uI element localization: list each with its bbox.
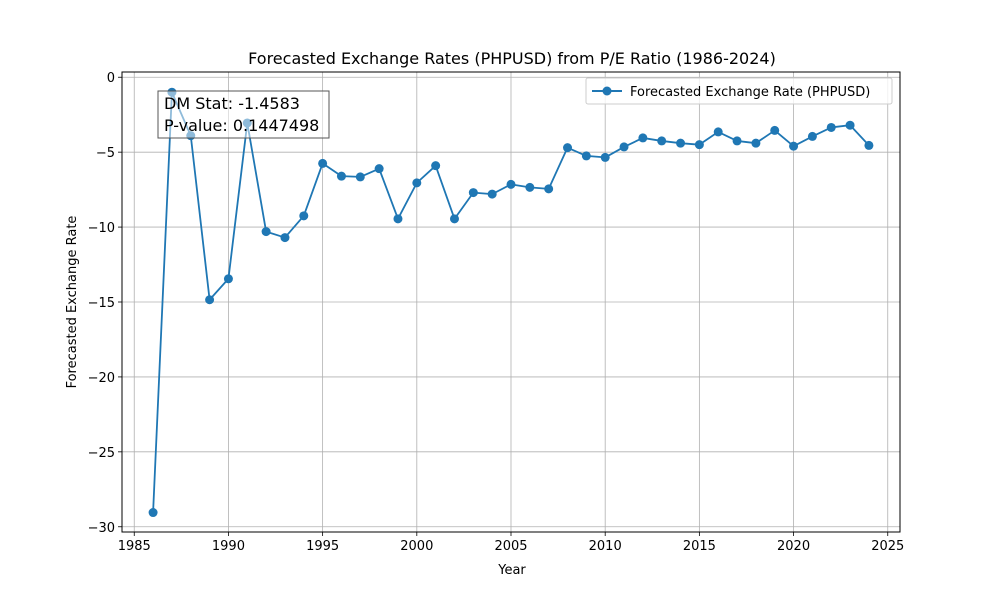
data-point: [751, 138, 761, 148]
x-tick-label: 2010: [589, 539, 622, 554]
data-point: [468, 188, 478, 198]
data-point: [770, 125, 780, 135]
data-point: [826, 122, 836, 132]
y-tick-label: −25: [88, 446, 115, 461]
x-tick-label: 1995: [306, 539, 339, 554]
y-tick-label: −30: [88, 521, 115, 536]
data-point: [374, 164, 384, 174]
data-point: [318, 158, 328, 168]
stats-p-value: P-value: 0.1447498: [164, 116, 319, 135]
x-tick-label: 1985: [118, 539, 151, 554]
data-point: [280, 233, 290, 243]
legend-box: [585, 77, 893, 105]
y-tick-label: 0: [107, 71, 115, 86]
x-tick-label: 1990: [212, 539, 245, 554]
y-tick-label: −15: [88, 296, 115, 311]
data-point: [864, 140, 874, 150]
x-axis-label: Year: [497, 563, 526, 578]
data-point: [431, 161, 441, 171]
data-point: [261, 227, 271, 237]
data-point: [355, 172, 365, 182]
data-point: [563, 143, 573, 153]
x-tick-label: 2000: [400, 539, 433, 554]
x-tick-label: 2005: [494, 539, 527, 554]
data-point: [223, 274, 233, 284]
data-point: [393, 214, 403, 224]
data-point: [299, 211, 309, 221]
stats-annotation-box: [157, 90, 330, 139]
data-point: [412, 178, 422, 188]
data-point: [732, 136, 742, 146]
stats-annotation: DM Stat: -1.4583 P-value: 0.1447498: [157, 90, 330, 139]
chart-title: Forecasted Exchange Rates (PHPUSD) from …: [248, 49, 776, 68]
data-point: [544, 184, 554, 194]
x-tick-label: 2025: [871, 539, 904, 554]
stats-dm-stat: DM Stat: -1.4583: [164, 94, 300, 113]
x-tick-label: 2020: [777, 539, 810, 554]
data-point: [807, 131, 817, 141]
data-point: [581, 151, 591, 161]
y-tick-label: −10: [88, 221, 115, 236]
y-tick-label: −5: [96, 146, 115, 161]
data-point: [676, 138, 686, 148]
legend-marker-swatch: [602, 86, 612, 96]
legend-label: Forecasted Exchange Rate (PHPUSD): [630, 85, 870, 100]
y-axis-label: Forecasted Exchange Rate: [65, 216, 80, 389]
data-point: [449, 214, 459, 224]
data-point: [148, 508, 158, 518]
y-tick-label: −20: [88, 371, 115, 386]
ticks: 1985 1990 1995 2000 2005 2010 2015 2020 2025 0 −5 −…: [88, 71, 905, 554]
data-point: [694, 140, 704, 150]
data-point: [619, 142, 629, 152]
data-point: [845, 120, 855, 130]
data-point: [487, 189, 497, 199]
data-point: [789, 141, 799, 151]
data-point: [205, 295, 215, 305]
data-point: [600, 152, 610, 162]
data-point: [657, 136, 667, 146]
data-point: [336, 171, 346, 181]
data-point: [525, 182, 535, 192]
data-point: [713, 127, 723, 137]
legend: Forecasted Exchange Rate (PHPUSD): [585, 77, 893, 105]
x-tick-label: 2015: [683, 539, 716, 554]
data-point: [638, 133, 648, 143]
data-point: [506, 179, 516, 189]
